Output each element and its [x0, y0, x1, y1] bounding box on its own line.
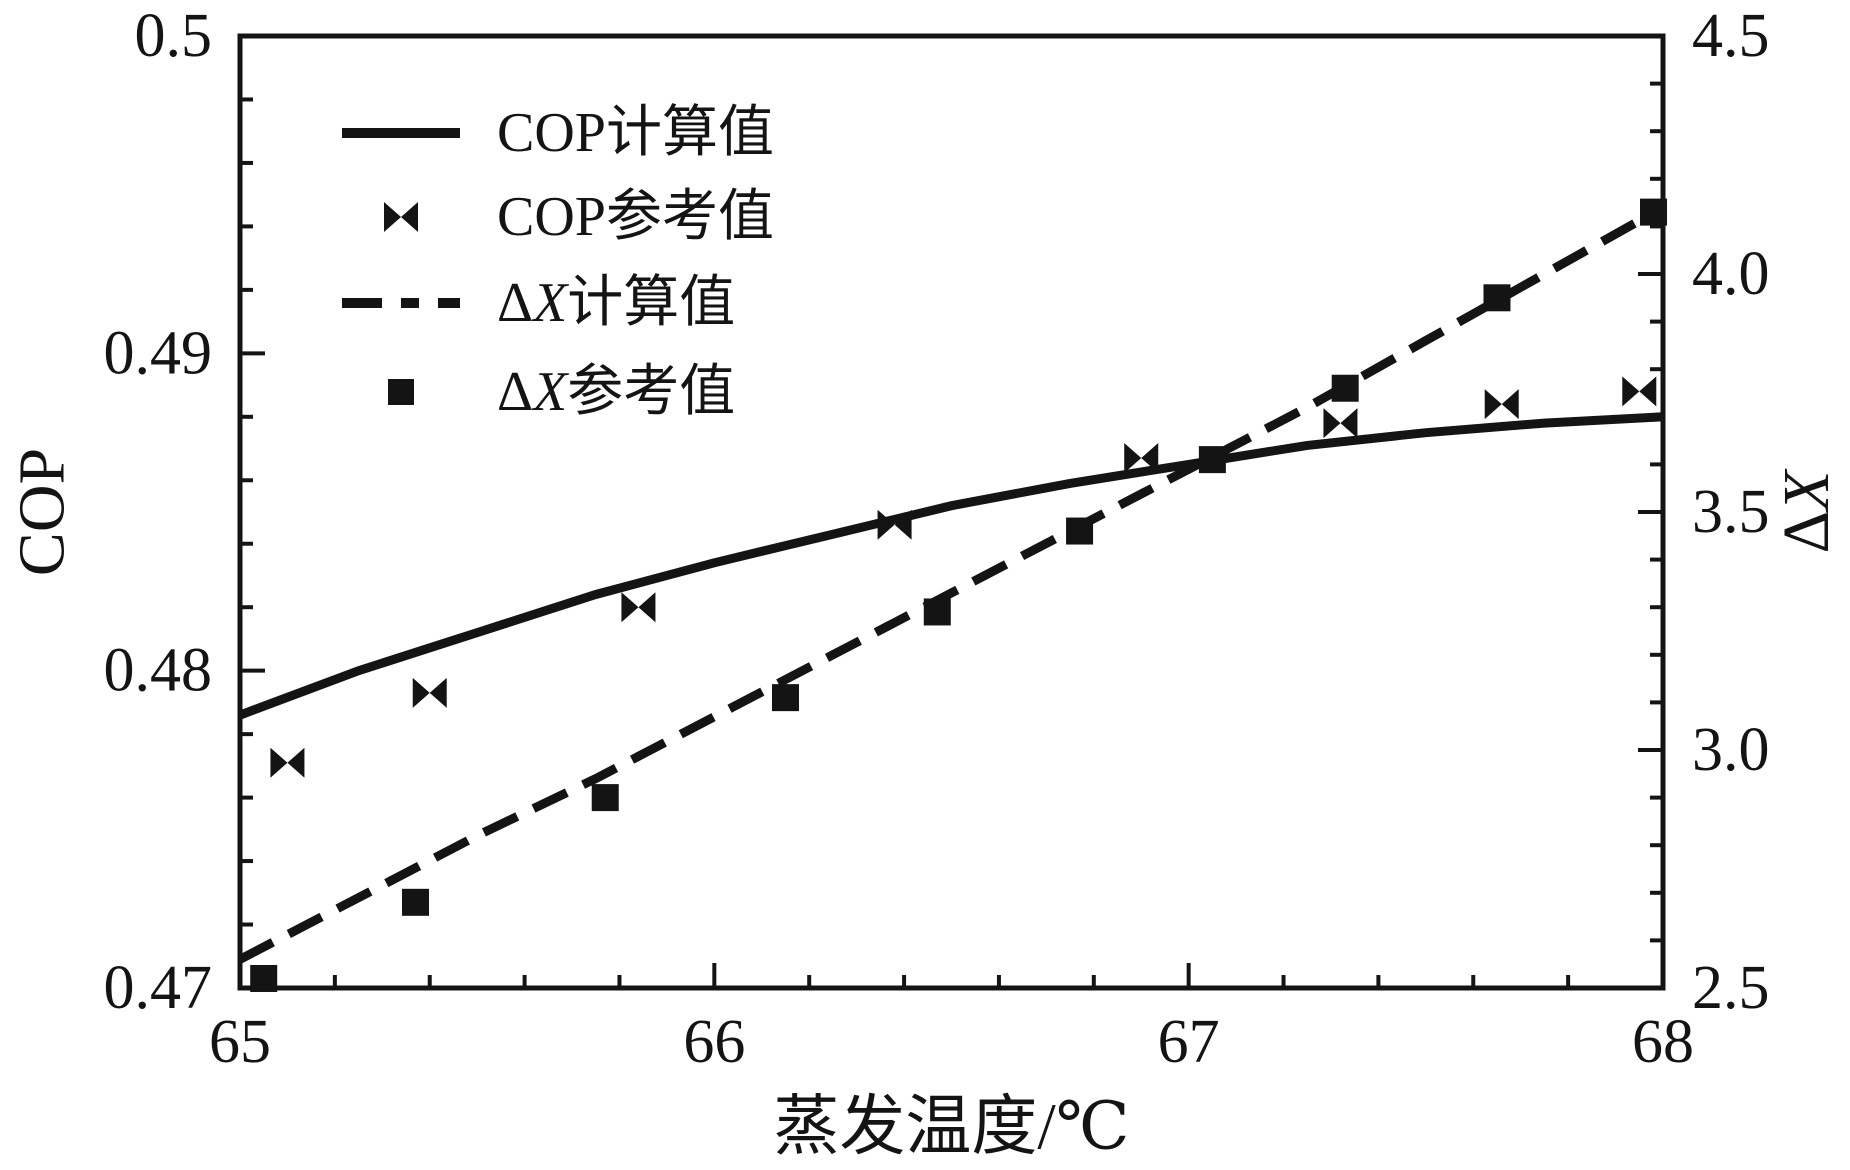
y-left-tick-labels: 0.47 0.48 0.49 0.5 — [104, 2, 213, 1022]
y-right-axis-title: ΔX — [1770, 468, 1843, 553]
legend-label: COP参考值 — [497, 186, 774, 248]
cop-reference-point — [270, 747, 305, 778]
dx-reference-point — [1331, 374, 1359, 402]
dx-reference-point — [1066, 517, 1094, 545]
y-right-tick-label: 3.0 — [1692, 716, 1770, 784]
legend-label: ΔX计算值 — [497, 272, 735, 334]
dx-reference-point — [1198, 446, 1226, 474]
y-left-axis-ticks — [240, 34, 265, 990]
legend-label: ΔX参考值 — [497, 361, 735, 423]
dx-reference-point — [1483, 284, 1511, 312]
dx-reference-markers — [250, 198, 1668, 992]
dx-calculated-line — [237, 203, 1666, 964]
y-right-axis-ticks — [1638, 34, 1663, 990]
cop-reference-point — [621, 592, 656, 623]
cop-reference-point — [1622, 376, 1657, 407]
y-left-tick-label: 0.47 — [104, 954, 213, 1022]
legend-item: ΔX计算值 — [342, 272, 735, 334]
cop-reference-point — [1124, 443, 1159, 474]
legend: COP计算值 COP参考值 ΔX计算值 ΔX参考值 — [342, 102, 774, 423]
dx-reference-point — [923, 598, 951, 626]
dx-reference-point — [250, 964, 278, 992]
y-right-tick-label: 3.5 — [1692, 478, 1770, 546]
cop-reference-markers — [270, 376, 1657, 778]
cop-reference-point — [877, 509, 912, 540]
y-left-tick-label: 0.49 — [104, 319, 213, 387]
x-tick-label: 68 — [1632, 1008, 1694, 1076]
cop-reference-point — [412, 677, 447, 708]
y-right-tick-label: 2.5 — [1692, 954, 1770, 1022]
legend-item: ΔX参考值 — [388, 361, 735, 423]
x-tick-label: 66 — [683, 1008, 745, 1076]
y-right-tick-label: 4.0 — [1692, 240, 1770, 308]
x-axis-tick-labels: 65 66 67 68 — [209, 1008, 1694, 1076]
dx-reference-point — [1640, 198, 1668, 226]
x-tick-label: 65 — [209, 1008, 271, 1076]
legend-item: COP参考值 — [384, 186, 774, 248]
legend-bowtie-marker — [384, 202, 418, 232]
x-tick-label: 67 — [1158, 1008, 1220, 1076]
y-left-axis-title: COP — [6, 448, 79, 576]
legend-item: COP计算值 — [342, 102, 774, 164]
cop-reference-point — [1484, 389, 1519, 420]
y-left-tick-label: 0.48 — [104, 637, 213, 705]
y-left-tick-label: 0.5 — [135, 2, 213, 70]
dx-reference-point — [402, 888, 430, 916]
dx-reference-point — [771, 684, 799, 712]
y-right-tick-label: 4.5 — [1692, 2, 1770, 70]
cop-calculated-line — [238, 412, 1664, 720]
legend-label: COP计算值 — [497, 102, 774, 164]
legend-square-marker — [388, 379, 414, 405]
cop-reference-point — [1323, 408, 1358, 439]
x-axis-title: 蒸发温度/℃ — [773, 1091, 1129, 1164]
dx-reference-point — [591, 784, 619, 812]
x-axis-ticks — [238, 963, 1665, 988]
y-right-tick-labels: 2.5 3.0 3.5 4.0 4.5 — [1692, 2, 1770, 1022]
